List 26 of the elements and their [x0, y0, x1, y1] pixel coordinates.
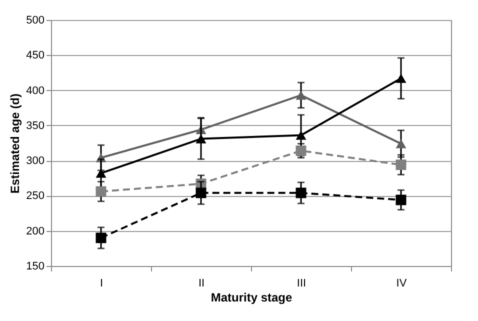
point [296, 90, 306, 100]
x-tick-label: II [198, 278, 205, 290]
y-tick-label: 250 [26, 190, 44, 202]
y-tick-label: 400 [26, 84, 44, 97]
y-tick-label: 500 [26, 14, 44, 26]
y-tick-label: 350 [26, 120, 44, 132]
y-tick-label: 150 [26, 260, 44, 272]
point [396, 139, 406, 148]
y-tick-label: 200 [26, 225, 44, 238]
point [296, 188, 306, 198]
x-tick-label: I [100, 278, 104, 290]
point [96, 232, 106, 244]
point [396, 74, 406, 83]
point [196, 188, 206, 198]
x-tick-label: III [296, 278, 306, 290]
y-tick-label: 450 [26, 50, 44, 62]
point [296, 130, 306, 140]
point [96, 168, 106, 178]
point [396, 194, 406, 206]
y-axis-title: Estimated age (d) [8, 93, 22, 194]
point [196, 134, 206, 144]
x-axis-title: Maturity stage [210, 290, 292, 304]
point [96, 186, 106, 197]
point [396, 160, 406, 170]
y-tick-label: 300 [26, 155, 44, 168]
x-tick-label: IV [396, 278, 408, 290]
